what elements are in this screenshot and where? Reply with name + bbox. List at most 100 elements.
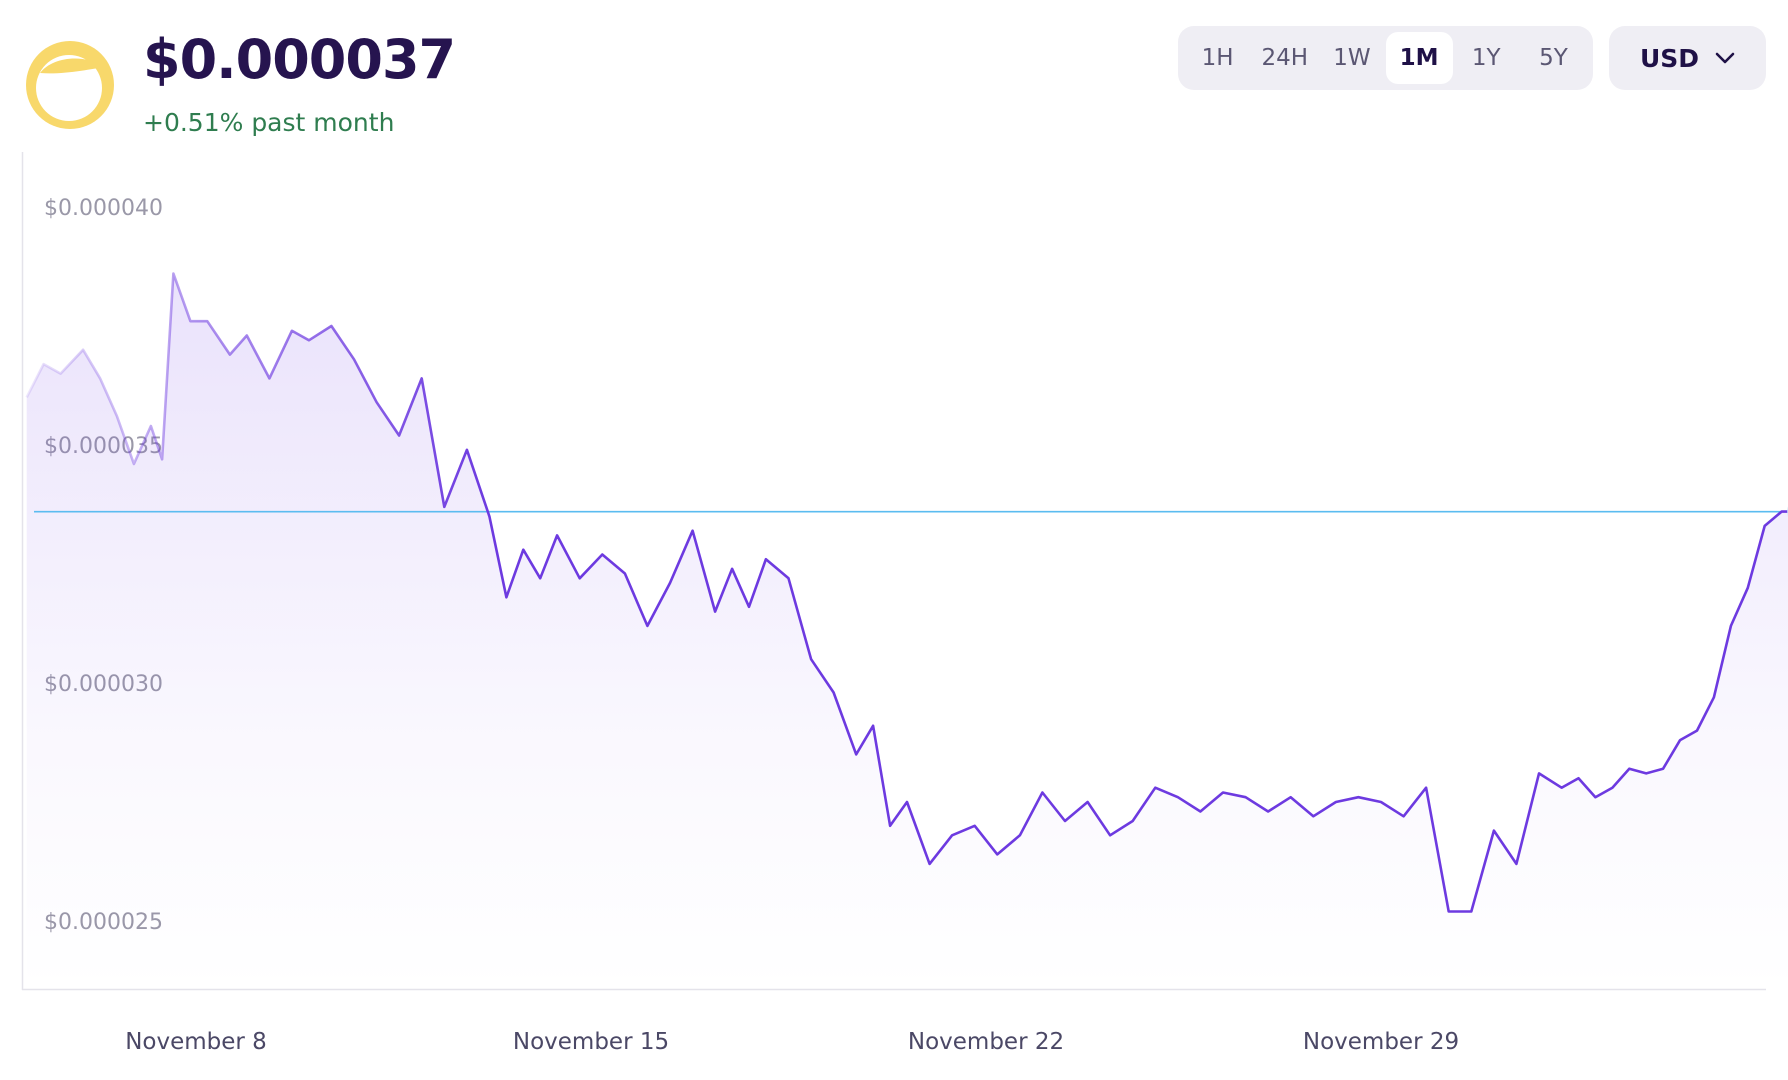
price-series-line <box>25 272 1788 913</box>
price-point <box>949 832 955 838</box>
price-point <box>1728 623 1734 629</box>
price-point <box>1107 832 1113 838</box>
price-point <box>746 604 752 610</box>
range-24h-button[interactable]: 24H <box>1261 45 1309 71</box>
price-point <box>1355 794 1361 800</box>
price-point <box>1039 790 1045 796</box>
price-point <box>887 823 893 829</box>
price-point <box>1197 809 1203 815</box>
price-point <box>486 513 492 519</box>
price-point <box>712 609 718 615</box>
x-axis-ticks: November 8 November 15 November 22 November… <box>125 1029 1459 1055</box>
price-point <box>306 337 312 343</box>
price-point <box>1513 861 1519 867</box>
currency-selector[interactable]: USD <box>1609 26 1766 90</box>
price-point <box>927 861 933 867</box>
price-point <box>1745 585 1751 591</box>
y-tick-label: $0.000040 <box>44 196 163 221</box>
terra-luna-classic-logo <box>22 37 118 133</box>
price-point <box>97 375 103 381</box>
price-point <box>114 413 120 419</box>
price-point <box>1152 785 1158 791</box>
price-point <box>644 623 650 629</box>
price-point <box>1592 794 1598 800</box>
price-point <box>577 575 583 581</box>
price-point <box>170 271 176 277</box>
price-point <box>1175 794 1181 800</box>
price-point <box>1779 509 1785 515</box>
price-point <box>351 356 357 362</box>
price-point <box>808 656 814 662</box>
range-1w-button[interactable]: 1W <box>1333 45 1371 71</box>
price-point <box>1446 909 1452 915</box>
price-point <box>1626 766 1632 772</box>
chevron-down-icon <box>1715 52 1735 64</box>
price-point <box>1491 828 1497 834</box>
x-tick-label: November 8 <box>125 1029 267 1055</box>
price-point <box>1423 785 1429 791</box>
range-1m-button[interactable]: 1M <box>1385 32 1453 84</box>
price-point <box>690 528 696 534</box>
price-point <box>1762 523 1768 529</box>
price-point <box>622 571 628 577</box>
price-point <box>396 433 402 439</box>
price-point <box>1130 818 1136 824</box>
price-point <box>227 352 233 358</box>
price-point <box>729 566 735 572</box>
price-point <box>904 799 910 805</box>
x-tick-label: November 29 <box>1303 1029 1459 1055</box>
price-point <box>1062 818 1068 824</box>
price-point <box>1711 694 1717 700</box>
price-point <box>1220 790 1226 796</box>
price-point <box>1333 799 1339 805</box>
price-point <box>289 328 295 334</box>
price-point <box>1468 909 1474 915</box>
price-point <box>1243 794 1249 800</box>
price-point <box>853 751 859 757</box>
price-point <box>244 333 250 339</box>
currency-label: USD <box>1639 43 1700 73</box>
price-point <box>667 580 673 586</box>
range-1y-button[interactable]: 1Y <box>1471 45 1501 71</box>
range-5y-button[interactable]: 5Y <box>1539 45 1568 71</box>
price-point <box>599 552 605 558</box>
price-point <box>131 461 137 467</box>
price-area-fill <box>26 273 1788 990</box>
price-point <box>1378 799 1384 805</box>
price-point <box>441 504 447 510</box>
price-point <box>1677 737 1683 743</box>
price-point <box>870 723 876 729</box>
price-point <box>1609 785 1615 791</box>
price-point <box>266 375 272 381</box>
price-point <box>520 547 526 553</box>
price-point <box>763 556 769 562</box>
price-point <box>786 575 792 581</box>
current-price: $0.000037 <box>143 28 456 91</box>
price-point <box>1265 809 1271 815</box>
price-point <box>1643 770 1649 776</box>
price-point <box>464 447 470 453</box>
price-point <box>1310 813 1316 819</box>
price-point <box>204 318 210 324</box>
price-point <box>159 456 165 462</box>
price-point <box>374 399 380 405</box>
range-1h-button[interactable]: 1H <box>1201 45 1234 71</box>
x-tick-label: November 22 <box>908 1029 1064 1055</box>
time-range-selector: 1H 24H 1W 1M 1Y 5Y <box>1178 26 1593 90</box>
price-point <box>187 318 193 324</box>
price-point <box>41 361 47 367</box>
x-tick-label: November 15 <box>513 1029 669 1055</box>
price-point <box>1401 813 1407 819</box>
price-point <box>419 375 425 381</box>
price-point <box>994 851 1000 857</box>
price-point <box>24 394 30 400</box>
price-point <box>831 690 837 696</box>
price-point <box>328 323 334 329</box>
price-point <box>148 423 154 429</box>
price-point <box>503 594 509 600</box>
price-point <box>1288 794 1294 800</box>
price-point <box>80 347 86 353</box>
price-point <box>58 371 64 377</box>
price-point <box>537 575 543 581</box>
